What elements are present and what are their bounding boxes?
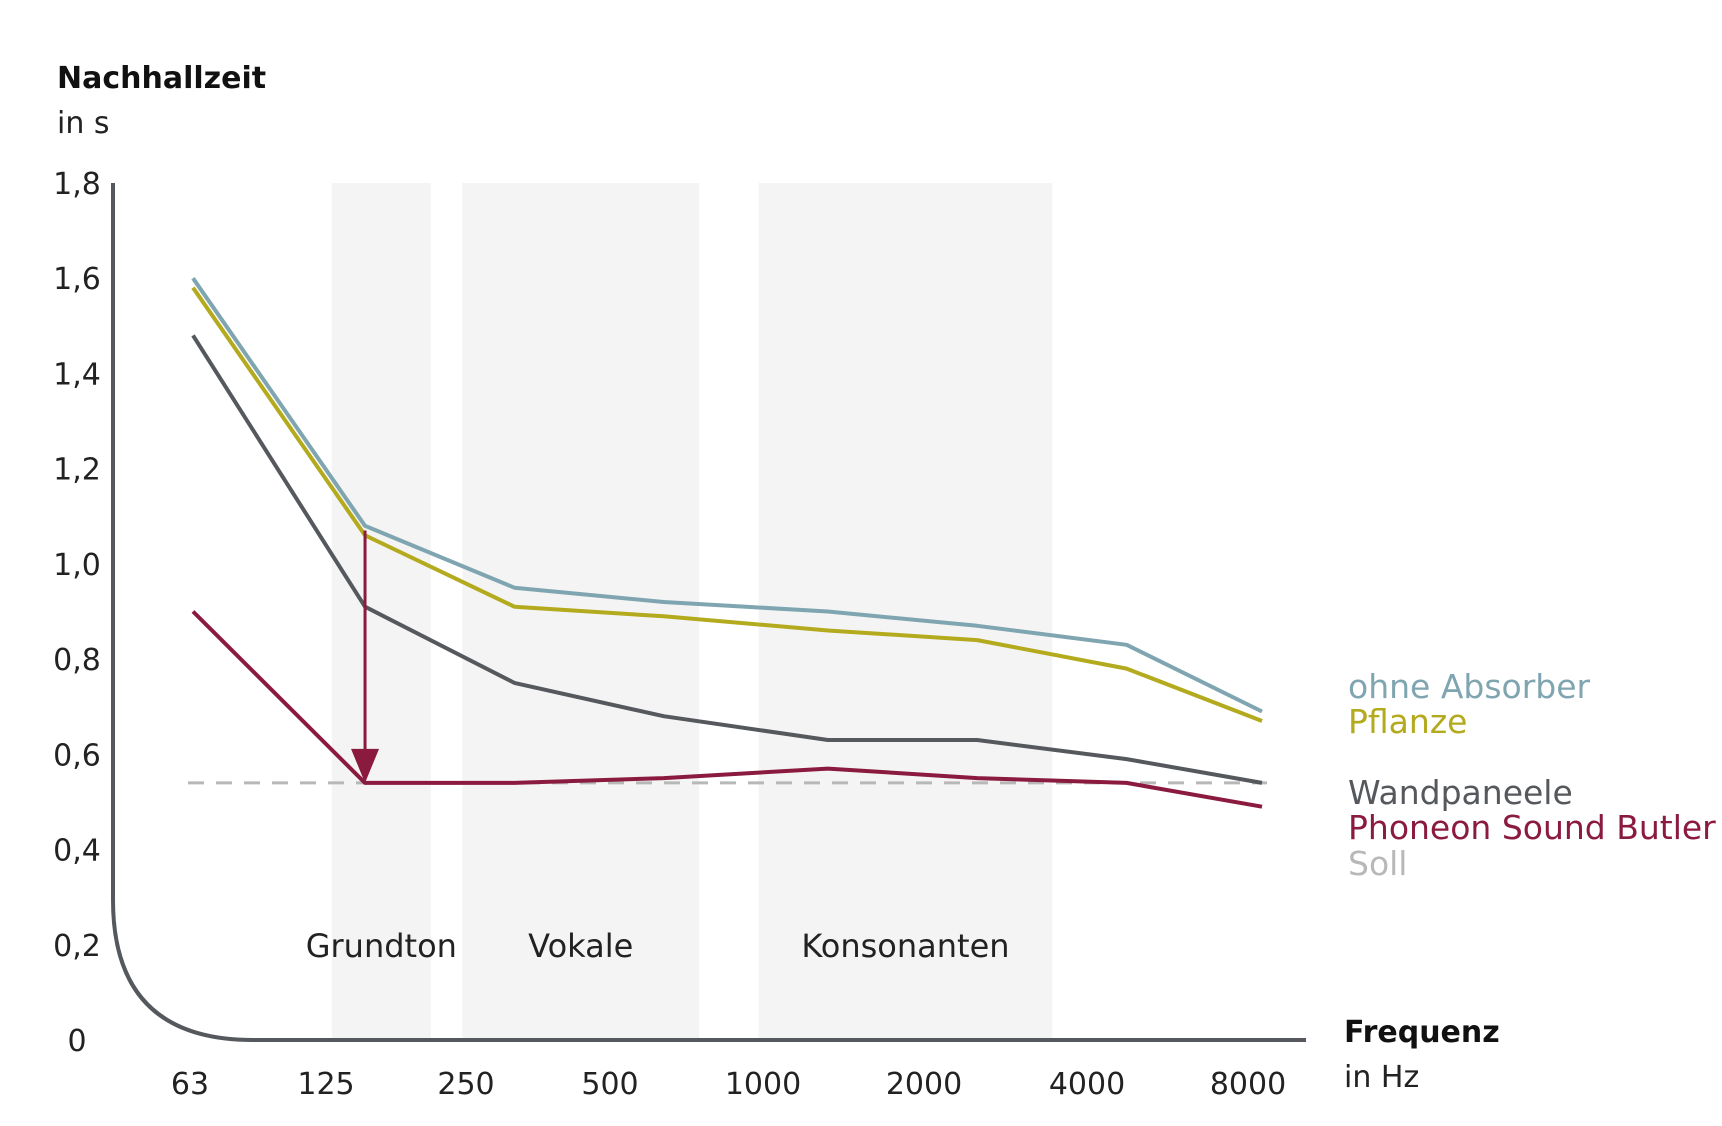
y-tick-9: 1,8 — [53, 167, 101, 202]
y-tick-4: 0,8 — [53, 643, 101, 678]
x-axis-title: Frequenz — [1344, 1015, 1500, 1050]
y-tick-3: 0,6 — [53, 738, 101, 773]
legend-item-1: Pflanze — [1348, 702, 1467, 741]
y-tick-labels: 0 0,2 0,4 0,6 0,8 1,0 1,2 1,4 1,6 1,8 — [53, 167, 101, 1059]
series-line-3 — [191, 610, 1263, 809]
frequency-bands: Grundton Vokale Konsonanten — [306, 183, 1053, 1040]
y-tick-5: 1,0 — [53, 548, 101, 583]
x-tick-4: 1000 — [725, 1067, 801, 1102]
y-tick-8: 1,6 — [53, 262, 101, 297]
x-tick-2: 250 — [437, 1067, 494, 1102]
series-lines — [191, 277, 1263, 809]
series-line-2 — [191, 334, 1263, 785]
x-tick-7: 8000 — [1210, 1067, 1286, 1102]
series-line-1 — [191, 286, 1263, 723]
band-label-0: Grundton — [306, 927, 457, 965]
legend-item-3: Phoneon Sound Butler — [1348, 808, 1716, 847]
y-tick-7: 1,4 — [53, 357, 101, 392]
y-tick-1: 0,2 — [53, 929, 101, 964]
x-tick-3: 500 — [581, 1067, 638, 1102]
x-tick-0: 63 — [171, 1067, 209, 1102]
axis-line — [111, 183, 1306, 1042]
legend-item-0: ohne Absorber — [1348, 667, 1591, 706]
x-tick-labels: 63 125 250 500 1000 2000 4000 8000 — [171, 1067, 1286, 1102]
annotation-arrow-head — [351, 748, 380, 783]
legend-item-2: Wandpaneele — [1348, 773, 1573, 812]
band-0 — [331, 183, 431, 1040]
y-axis-title: Nachhallzeit — [57, 61, 266, 96]
x-axis-unit: in Hz — [1344, 1060, 1419, 1095]
y-tick-6: 1,2 — [53, 453, 101, 488]
band-label-1: Vokale — [528, 927, 633, 965]
y-axis-unit: in s — [57, 106, 110, 141]
x-tick-5: 2000 — [886, 1067, 962, 1102]
y-tick-0: 0 — [67, 1024, 86, 1059]
x-tick-1: 125 — [297, 1067, 354, 1102]
axes — [111, 183, 1306, 1042]
y-tick-2: 0,4 — [53, 834, 101, 869]
legend-item-4: Soll — [1348, 844, 1407, 883]
band-label-2: Konsonanten — [801, 927, 1009, 965]
annotation-arrow-group — [351, 530, 380, 783]
series-line-0 — [191, 277, 1263, 714]
x-tick-6: 4000 — [1049, 1067, 1125, 1102]
